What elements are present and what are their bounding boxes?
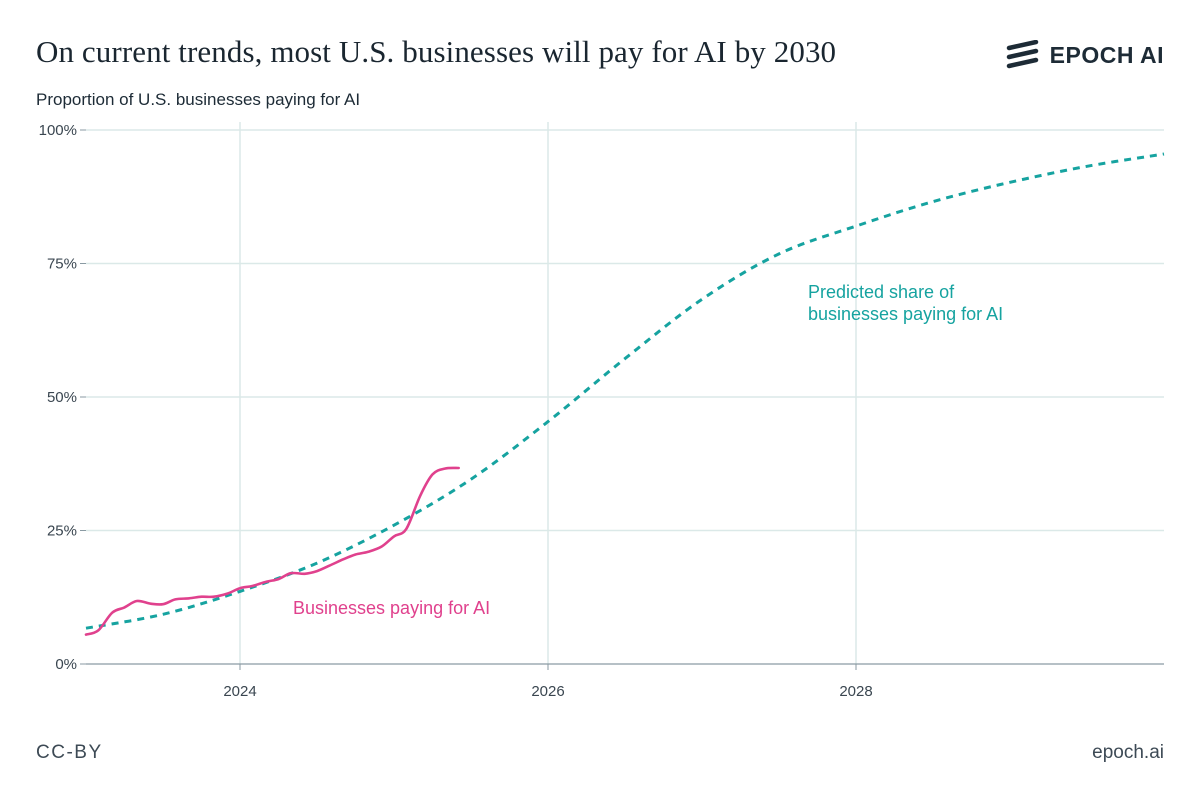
epoch-logo[interactable]: EPOCH AI — [1006, 40, 1164, 70]
predicted-label-line: businesses paying for AI — [808, 304, 1003, 324]
y-tick-label: 50% — [47, 389, 77, 406]
x-tick-label: 2026 — [531, 683, 564, 700]
chart-title: On current trends, most U.S. businesses … — [36, 34, 837, 69]
y-tick-label: 0% — [55, 656, 77, 673]
y-tick-label: 25% — [47, 523, 77, 540]
x-tick-label: 2028 — [839, 683, 872, 700]
logo-text: EPOCH AI — [1049, 41, 1164, 68]
epoch-stripes-icon — [1006, 40, 1038, 69]
license-label: CC-BY — [36, 742, 103, 763]
x-tick-label: 2024 — [223, 683, 256, 700]
observed-series-line — [84, 466, 460, 636]
predicted-label-line: Predicted share of — [808, 282, 955, 302]
y-axis-title: Proportion of U.S. businesses paying for… — [36, 90, 361, 109]
grid-layer — [86, 122, 1164, 665]
series-layer — [84, 152, 1165, 636]
predicted-series-label: Predicted share of businesses paying for … — [808, 282, 1003, 324]
y-tick-label: 100% — [39, 122, 77, 139]
observed-series-label: Businesses paying for AI — [293, 598, 490, 618]
annotation-layer: Predicted share of businesses paying for … — [293, 282, 1003, 618]
tick-layer: 0% 25% 50% 75% 100% 2024 2026 2028 — [39, 122, 873, 700]
y-tick-label: 75% — [47, 256, 77, 273]
site-link[interactable]: epoch.ai — [1092, 742, 1164, 763]
predicted-series-line — [85, 152, 1165, 630]
